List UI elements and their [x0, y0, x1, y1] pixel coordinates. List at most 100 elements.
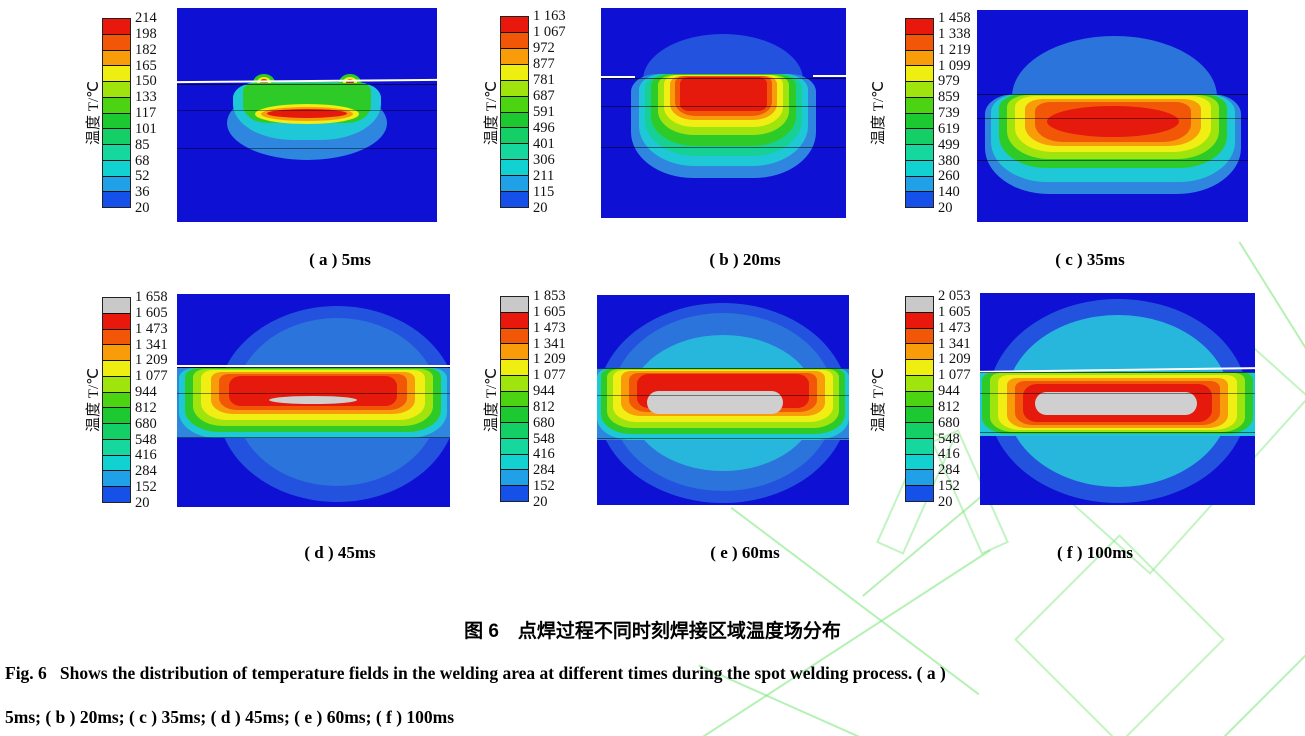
legend-color-cell [501, 437, 528, 454]
legend-color-cell [906, 327, 933, 344]
legend-color-cell [103, 454, 130, 471]
legend-value: 548 [938, 430, 960, 447]
legend-value: 115 [533, 183, 555, 200]
legend-value: 401 [533, 135, 555, 152]
sheet-gap-line [813, 75, 846, 77]
legend-value: 877 [533, 55, 555, 72]
contour-plot-e [597, 295, 849, 505]
legend-color-cell [103, 128, 130, 144]
legend-colorbar-e [500, 296, 529, 502]
legend-color-cell [906, 374, 933, 391]
legend-value: 1 458 [938, 9, 971, 26]
panel-caption-b: ( b ) 20ms [709, 250, 781, 269]
legend-color-cell [501, 406, 528, 423]
legend-value: 1 473 [938, 319, 971, 336]
legend-values-f: 2 053 1 605 1 473 1 341 1 209 1 077 944 812 680 5… [938, 289, 998, 509]
legend-label-f: 温度 T/℃ [871, 368, 887, 432]
legend-color-cell [501, 374, 528, 391]
legend-label-b: 温度 T/℃ [484, 81, 500, 145]
legend-value: 812 [533, 398, 555, 415]
figure-caption-chinese: 图 6 点焊过程不同时刻焊接区域温度场分布 [464, 621, 841, 642]
legend-color-cell [501, 422, 528, 438]
legend-color-cell [103, 96, 130, 113]
legend-value: 306 [533, 151, 555, 168]
legend-color-cell [906, 128, 933, 144]
legend-color-cell [501, 327, 528, 344]
legend-color-cell [906, 469, 933, 486]
legend-color-cell [103, 375, 130, 392]
legend-value: 152 [135, 478, 157, 495]
legend-color-cell [501, 469, 528, 486]
legend-color-cell [103, 298, 130, 313]
contour-plot-a [177, 8, 437, 222]
legend-label-d: 温度 T/℃ [86, 368, 102, 432]
legend-color-cell [906, 96, 933, 113]
contour-plot-c [977, 10, 1248, 222]
legend-color-cell [103, 344, 130, 361]
legend-color-cell [906, 311, 933, 328]
legend-color-cell [501, 79, 528, 96]
legend-color-cell [501, 63, 528, 80]
legend-value: 1 077 [135, 367, 168, 384]
legend-value: 812 [135, 399, 157, 416]
legend-color-cell [103, 312, 130, 329]
legend-values-c: 1 458 1 338 1 219 1 099 979 859 739 619 499 380 26… [938, 11, 998, 215]
legend-value: 1 067 [533, 23, 566, 40]
legend-color-cell [906, 19, 933, 34]
panel-caption-c: ( c ) 35ms [1055, 250, 1125, 269]
legend-color-cell [501, 343, 528, 360]
legend-value: 548 [533, 430, 555, 447]
legend-label-e: 温度 T/℃ [484, 368, 500, 432]
legend-color-cell [906, 81, 933, 97]
legend-value: 20 [135, 494, 150, 511]
legend-color-cell [103, 81, 130, 97]
legend-colorbar-b [500, 16, 529, 208]
legend-color-cell [906, 65, 933, 81]
legend-value: 85 [135, 136, 150, 153]
legend-color-cell [906, 343, 933, 360]
contour-plot-b [601, 8, 846, 218]
legend-value: 20 [938, 199, 953, 216]
legend-value: 591 [533, 103, 555, 120]
legend-colorbar-a [102, 18, 131, 208]
legend-value: 182 [135, 41, 157, 58]
legend-values-b: 1 163 1 067 972 877 781 687 591 496 401 306 211 115… [533, 9, 593, 215]
legend-color-cell [906, 175, 933, 192]
legend-value: 944 [135, 383, 157, 400]
sheet-gap-line [601, 76, 635, 78]
legend-value: 416 [135, 447, 157, 464]
legend-colorbar-f [905, 296, 934, 502]
legend-value: 165 [135, 57, 157, 74]
legend-color-cell [501, 311, 528, 328]
legend-color-cell [103, 49, 130, 66]
legend-value: 1 077 [533, 366, 566, 383]
legend-value: 1 077 [938, 366, 971, 383]
legend-color-cell [906, 159, 933, 176]
legend-color-cell [103, 19, 130, 34]
legend-color-cell [501, 175, 528, 192]
legend-value: 1 473 [533, 319, 566, 336]
panel-caption-e: ( e ) 60ms [710, 543, 780, 562]
legend-color-cell [906, 390, 933, 407]
legend-color-cell [103, 144, 130, 160]
legend-value: 117 [135, 104, 157, 121]
legend-value: 619 [938, 120, 960, 137]
figure-caption-english-line2: 5ms; ( b ) 20ms; ( c ) 35ms; ( d ) 45ms;… [5, 707, 455, 727]
legend-value: 133 [135, 88, 157, 105]
legend-color-cell [103, 486, 130, 502]
legend-value: 1 341 [533, 335, 566, 352]
legend-color-cell [906, 406, 933, 423]
legend-value: 1 163 [533, 7, 566, 24]
legend-color-cell [501, 111, 528, 128]
legend-color-cell [501, 159, 528, 176]
legend-color-cell [103, 33, 130, 50]
figure-caption-english-line1: Fig. 6 Shows the distribution of tempera… [5, 663, 946, 683]
legend-value: 1 341 [938, 335, 971, 352]
legend-value: 680 [135, 415, 157, 432]
legend-color-cell [501, 297, 528, 312]
legend-color-cell [103, 191, 130, 207]
legend-value: 260 [938, 168, 960, 185]
legend-value: 152 [938, 477, 960, 494]
